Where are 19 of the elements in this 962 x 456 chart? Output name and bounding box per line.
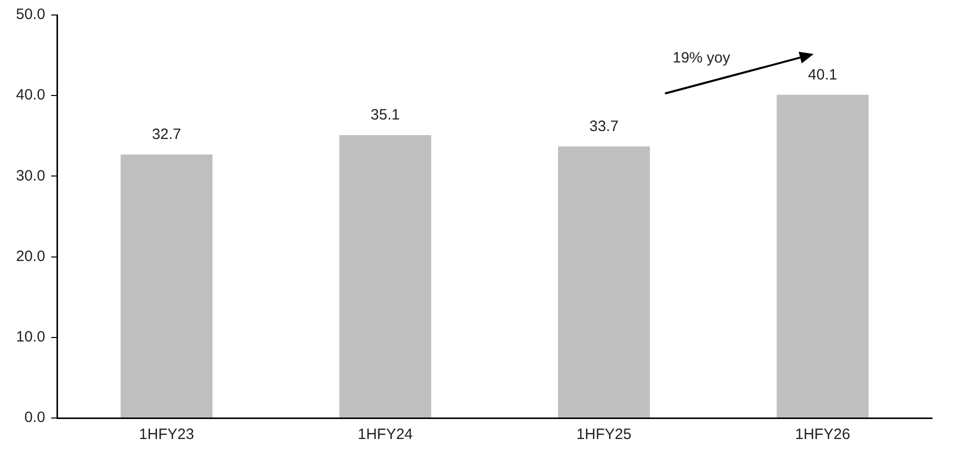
x-tick-label: 1HFY23 xyxy=(139,426,194,444)
y-tick-label: 40.0 xyxy=(16,86,46,104)
data-label: 32.7 xyxy=(152,126,182,144)
data-label: 35.1 xyxy=(370,106,400,124)
data-label: 40.1 xyxy=(808,66,838,84)
y-tick-label: 20.0 xyxy=(16,248,46,265)
data-label: 33.7 xyxy=(589,118,619,136)
annotation: 19% yoy xyxy=(672,50,731,67)
x-tick-label: 1HFY26 xyxy=(795,426,850,444)
y-tick-label: 50.0 xyxy=(16,6,46,24)
x-tick-label: 1HFY25 xyxy=(576,426,632,444)
x-tick-label: 1HFY24 xyxy=(358,426,413,444)
y-tick-label: 10.0 xyxy=(16,328,46,346)
y-tick-label: 0.0 xyxy=(24,409,46,426)
bar xyxy=(558,146,650,418)
bar xyxy=(120,154,212,418)
bar xyxy=(339,135,432,418)
y-tick-label: 30.0 xyxy=(16,167,46,184)
bar xyxy=(776,94,869,418)
